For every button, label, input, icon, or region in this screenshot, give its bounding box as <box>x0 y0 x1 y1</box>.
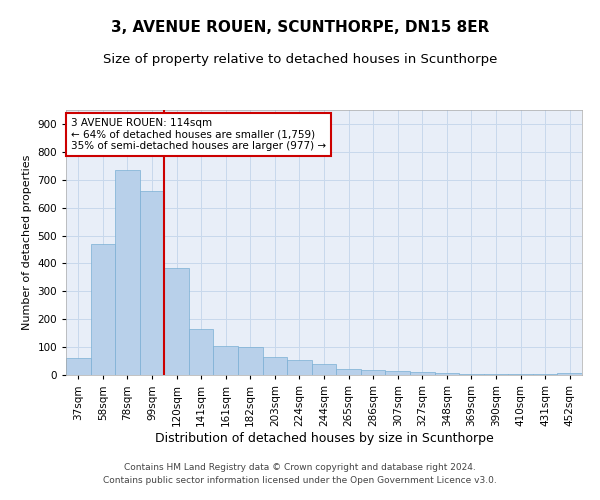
Text: 3 AVENUE ROUEN: 114sqm
← 64% of detached houses are smaller (1,759)
35% of semi-: 3 AVENUE ROUEN: 114sqm ← 64% of detached… <box>71 118 326 151</box>
Bar <box>385 371 410 375</box>
Bar <box>533 374 557 375</box>
Bar <box>434 373 459 375</box>
Bar <box>361 370 385 375</box>
Bar <box>214 346 238 375</box>
Bar <box>189 329 214 375</box>
Bar <box>91 244 115 375</box>
Text: Size of property relative to detached houses in Scunthorpe: Size of property relative to detached ho… <box>103 52 497 66</box>
Bar <box>238 347 263 375</box>
Text: Contains public sector information licensed under the Open Government Licence v3: Contains public sector information licen… <box>103 476 497 485</box>
Y-axis label: Number of detached properties: Number of detached properties <box>22 155 32 330</box>
X-axis label: Distribution of detached houses by size in Scunthorpe: Distribution of detached houses by size … <box>155 432 493 444</box>
Bar <box>287 360 312 375</box>
Bar <box>336 370 361 375</box>
Bar <box>484 374 508 375</box>
Bar <box>508 374 533 375</box>
Bar <box>263 357 287 375</box>
Bar <box>115 170 140 375</box>
Bar <box>66 358 91 375</box>
Text: 3, AVENUE ROUEN, SCUNTHORPE, DN15 8ER: 3, AVENUE ROUEN, SCUNTHORPE, DN15 8ER <box>111 20 489 35</box>
Bar <box>459 374 484 375</box>
Text: Contains HM Land Registry data © Crown copyright and database right 2024.: Contains HM Land Registry data © Crown c… <box>124 464 476 472</box>
Bar <box>410 372 434 375</box>
Bar <box>140 191 164 375</box>
Bar <box>164 268 189 375</box>
Bar <box>312 364 336 375</box>
Bar <box>557 373 582 375</box>
